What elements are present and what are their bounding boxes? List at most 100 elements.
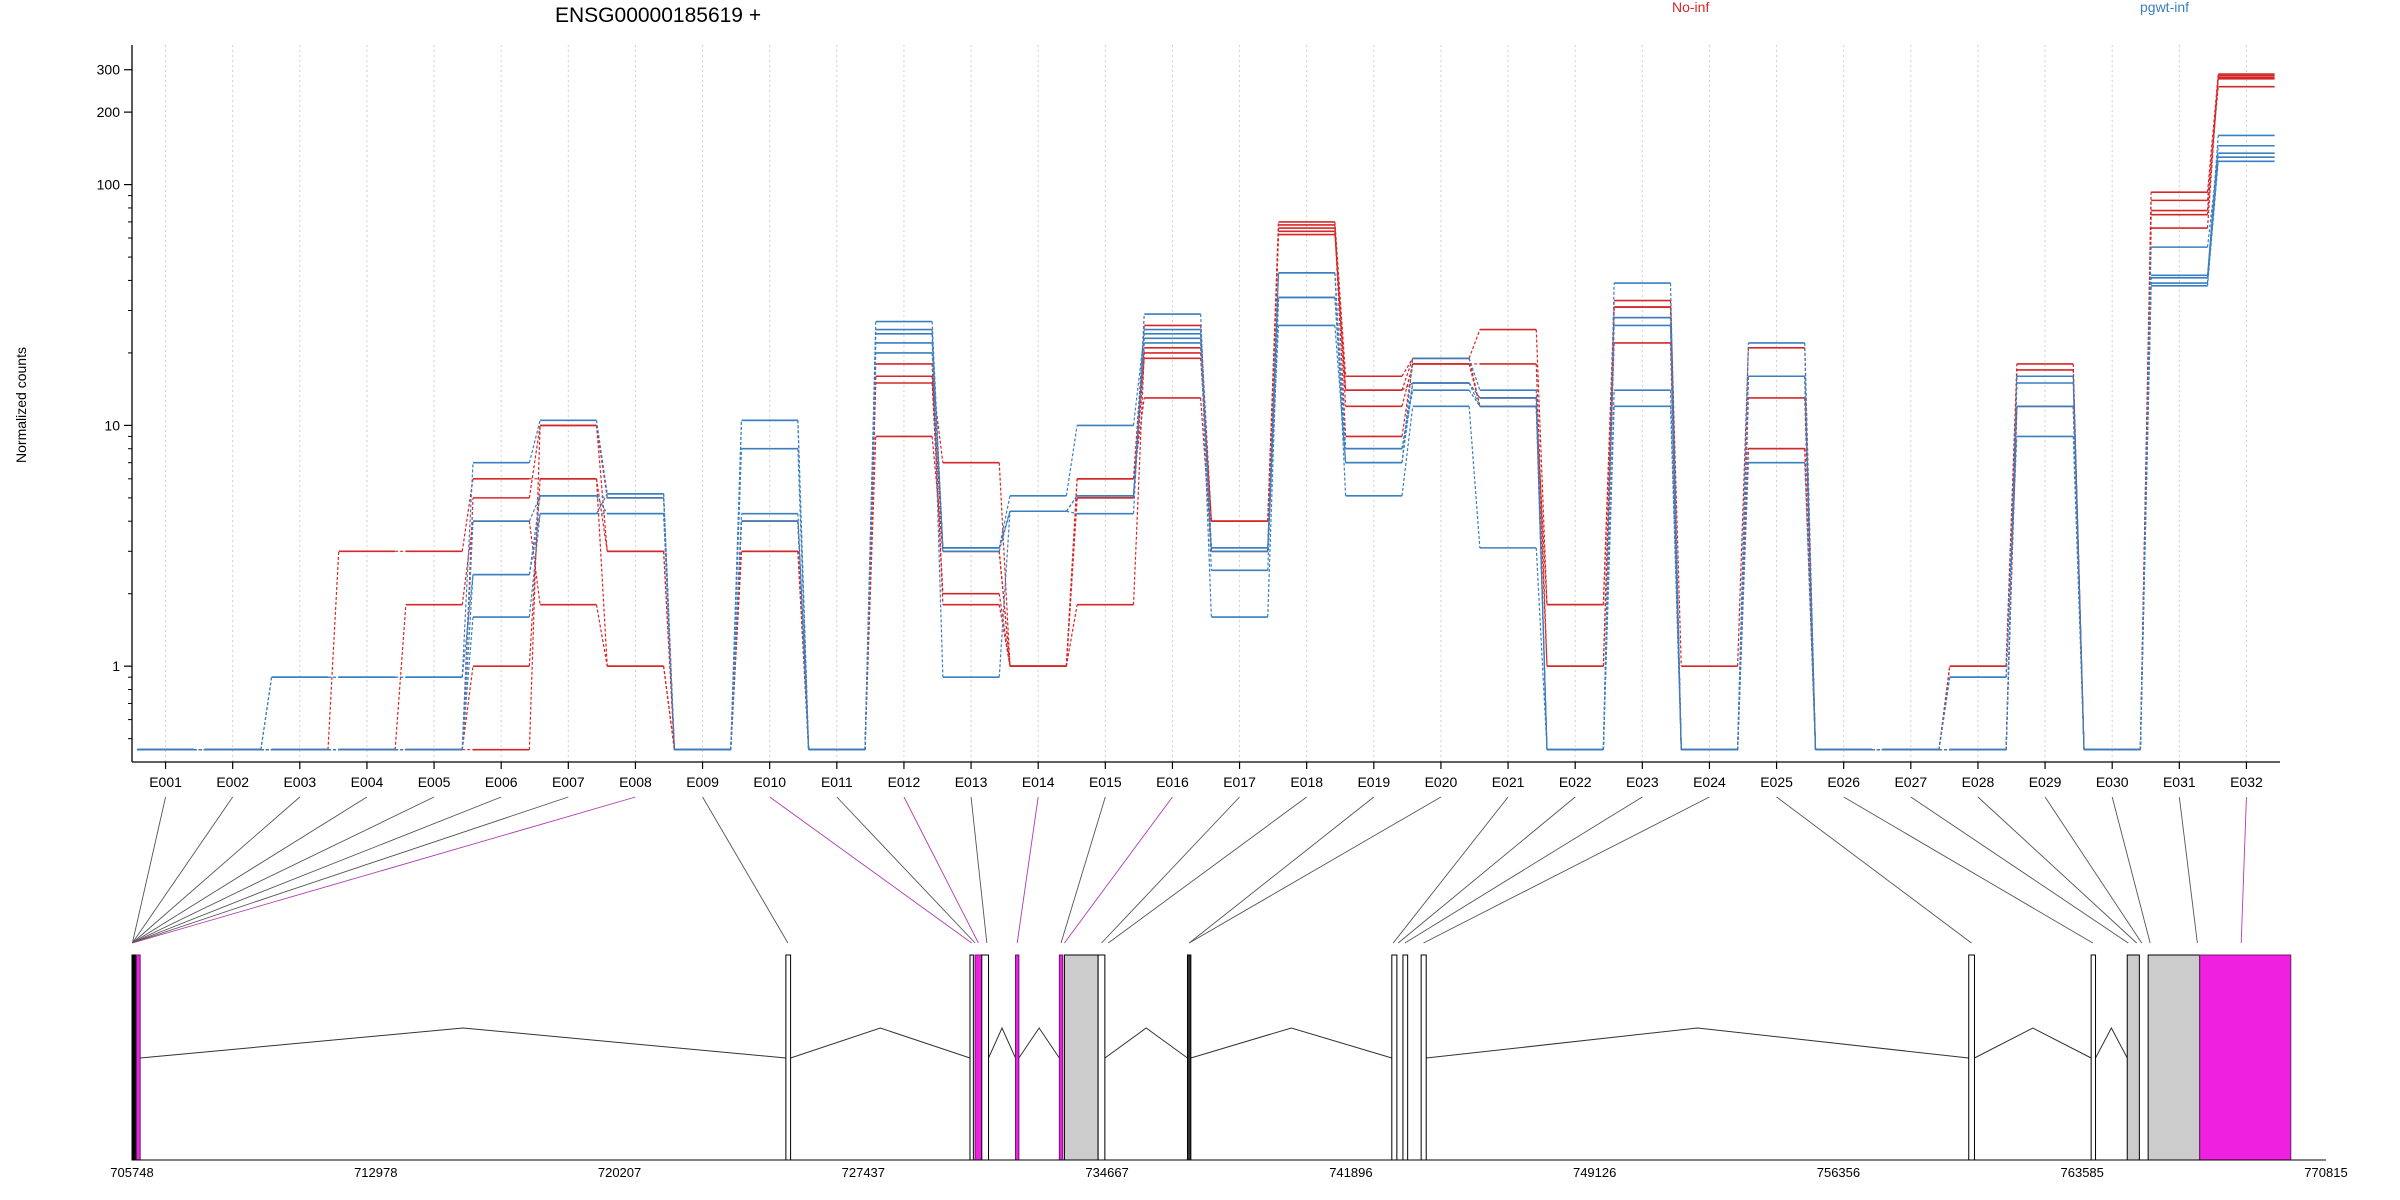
exon-transition xyxy=(1535,363,1548,667)
x-tick-label: E019 xyxy=(1357,774,1390,790)
exon-transition xyxy=(528,513,541,618)
exon-transition xyxy=(1065,478,1078,667)
intron-line xyxy=(988,1026,1016,1059)
exon-block xyxy=(1391,954,1398,1161)
x-tick-label: E013 xyxy=(955,774,988,790)
exon-transition xyxy=(1938,677,1951,750)
exon-transition xyxy=(730,420,743,750)
exon-transition xyxy=(1401,382,1414,463)
exon-transition xyxy=(596,495,608,499)
exon-transition xyxy=(528,495,541,575)
exon-transition xyxy=(730,551,743,750)
exon-transition xyxy=(1535,547,1548,750)
exon-transition xyxy=(2005,376,2018,750)
genomic-coordinate-label: 749126 xyxy=(1573,1165,1616,1180)
genomic-coordinate-label: 741896 xyxy=(1329,1165,1372,1180)
exon-transition xyxy=(461,521,474,605)
exon-transition xyxy=(1535,406,1548,750)
x-tick-label: E011 xyxy=(821,774,853,790)
series-10-pgwt-inf xyxy=(137,160,2275,751)
exon-transition xyxy=(1334,325,1347,463)
exon-transition xyxy=(1267,234,1280,522)
exon-transition xyxy=(1200,329,1212,552)
connector-e014 xyxy=(1016,796,1039,944)
exon-transition xyxy=(2139,285,2152,750)
exon-block xyxy=(1058,954,1064,1161)
exon-transition xyxy=(1535,329,1548,605)
exon-block xyxy=(2199,954,2292,1161)
x-tick-label: E012 xyxy=(888,774,921,790)
intron-line xyxy=(1018,1027,1060,1059)
exon-transition xyxy=(461,462,474,678)
connector-e030 xyxy=(2111,796,2151,944)
series-5-no-inf xyxy=(137,78,2275,751)
exon-transition xyxy=(998,604,1011,667)
exon-block xyxy=(1968,954,1975,1161)
connector-e024 xyxy=(1423,796,1710,944)
exon-block xyxy=(974,954,983,1161)
exon-transition xyxy=(327,551,340,750)
connector-e022 xyxy=(1397,796,1576,944)
exon-transition xyxy=(931,333,944,552)
exon-transition xyxy=(1401,358,1414,391)
connector-e001 xyxy=(131,796,167,944)
genomic-coordinate-label: 763585 xyxy=(2061,1165,2104,1180)
exon-transition xyxy=(528,425,541,498)
grid-lines xyxy=(165,45,2247,762)
x-tick-label: E025 xyxy=(1760,774,1793,790)
series-2-no-inf xyxy=(137,76,2275,751)
exon-transition xyxy=(1468,382,1481,399)
x-tick-label: E029 xyxy=(2029,774,2062,790)
series-7-pgwt-inf xyxy=(137,134,2275,751)
exon-transition xyxy=(2072,376,2085,750)
x-tick-label: E003 xyxy=(283,774,316,790)
connector-e019 xyxy=(1188,796,1375,944)
exon-transition xyxy=(998,495,1011,548)
exon-transition xyxy=(2206,78,2219,215)
exon-transition xyxy=(998,511,1011,552)
exon-block xyxy=(785,954,792,1161)
exon-transition xyxy=(528,521,541,605)
exon-transition xyxy=(1468,406,1481,548)
exon-transition xyxy=(730,521,743,750)
exon-transition xyxy=(730,521,743,750)
exon-transition xyxy=(1535,406,1548,667)
exon-transition xyxy=(595,495,608,514)
exon-block xyxy=(135,954,141,1161)
exon-transition xyxy=(1065,604,1078,667)
exon-transition xyxy=(595,420,608,494)
intron-line xyxy=(2095,1026,2128,1059)
x-tick-label: E018 xyxy=(1290,774,1323,790)
exon-transition xyxy=(1602,307,1615,667)
x-tick-label: E017 xyxy=(1223,774,1256,790)
x-tick-label: E031 xyxy=(2163,774,2196,790)
connector-e007 xyxy=(132,796,569,944)
exon-block xyxy=(2147,954,2201,1161)
exon-transition xyxy=(2206,153,2219,248)
exon-transition xyxy=(1065,495,1078,512)
exon-transition xyxy=(864,321,877,750)
genomic-coordinate-label: 720207 xyxy=(598,1165,641,1180)
exon-transition xyxy=(2005,406,2018,678)
y-tick-label: 100 xyxy=(97,177,121,193)
exon-block xyxy=(969,954,974,1161)
exon-transition xyxy=(2206,145,2219,276)
intron-line xyxy=(790,1027,971,1059)
exon-transition xyxy=(1401,358,1414,463)
connector-e027 xyxy=(1910,796,2129,944)
x-tick-label: E007 xyxy=(552,774,585,790)
exon-transition xyxy=(1267,221,1280,522)
exon-transition xyxy=(461,574,474,750)
exon-transition xyxy=(1334,231,1347,391)
x-tick-label: E016 xyxy=(1156,774,1189,790)
x-tick-label: E015 xyxy=(1089,774,1122,790)
exon-transition xyxy=(1535,406,1548,605)
connector-e020 xyxy=(1188,796,1442,944)
exon-transition xyxy=(1334,228,1347,437)
exon-transition xyxy=(461,666,474,750)
x-tick-label: E014 xyxy=(1022,774,1055,790)
exon-transition xyxy=(998,511,1011,678)
y-tick-label: 10 xyxy=(104,417,120,433)
y-tick-label: 1 xyxy=(112,658,120,674)
exon-block xyxy=(981,954,990,1161)
